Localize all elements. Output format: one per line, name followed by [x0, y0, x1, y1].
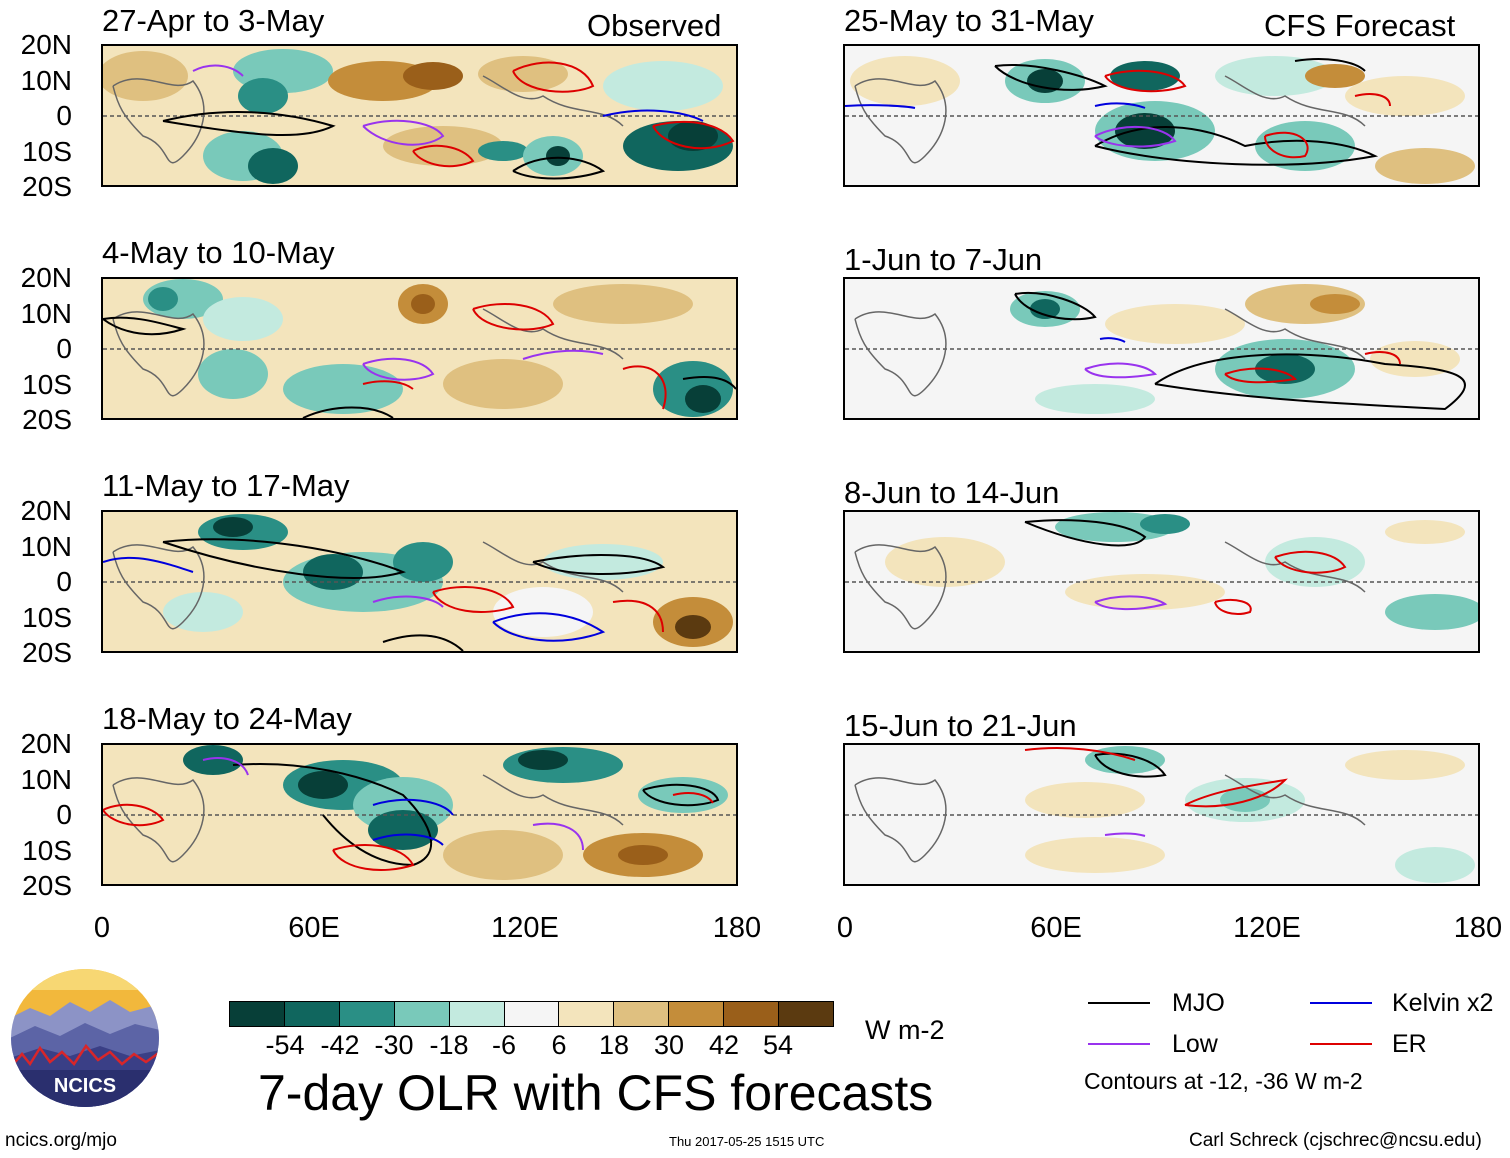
ncics-logo: NCICS — [10, 968, 160, 1108]
legend-mjo-label: MJO — [1172, 989, 1225, 1017]
lat-label: 0 — [56, 566, 72, 597]
colorbar-swatch — [448, 1001, 505, 1027]
lat-label: 10N — [20, 65, 72, 96]
forecast-panel-2-map — [843, 277, 1480, 420]
forecast-panel-3-map — [843, 510, 1480, 653]
ncics-logo-text: NCICS — [54, 1075, 116, 1097]
observed-panel-3-title: 11-May to 17-May — [102, 468, 350, 503]
footer-url: ncics.org/mjo — [5, 1130, 117, 1151]
lat-label: 20S — [22, 171, 72, 202]
colorbar-swatch — [393, 1001, 450, 1027]
lat-label: 10N — [20, 531, 72, 562]
lon-label: 60E — [288, 912, 340, 944]
lon-label: 120E — [491, 912, 559, 944]
lat-label: 20N — [20, 262, 72, 293]
legend-low-line — [1088, 1043, 1150, 1045]
colorbar-swatch — [338, 1001, 395, 1027]
observed-panel-2-title: 4-May to 10-May — [102, 235, 335, 270]
colorbar-label: 54 — [762, 1030, 794, 1060]
colorbar-swatch — [668, 1001, 725, 1027]
forecast-panel-3-title: 8-Jun to 14-Jun — [844, 475, 1060, 510]
lat-label: 10S — [22, 369, 72, 400]
observed-panel-3-map — [101, 510, 738, 653]
colorbar-label: -30 — [374, 1030, 414, 1060]
colorbar-label: -42 — [320, 1030, 360, 1060]
lat-label: 10N — [20, 298, 72, 329]
colorbar-label: 6 — [551, 1030, 567, 1060]
colorbar-label: 18 — [598, 1030, 630, 1060]
legend-contour-note: Contours at -12, -36 W m-2 — [1084, 1068, 1363, 1094]
colorbar-label: 30 — [653, 1030, 685, 1060]
lat-label: 10S — [22, 136, 72, 167]
forecast-panel-1-title: 25-May to 31-May — [844, 3, 1094, 38]
observed-panel-4-map — [101, 743, 738, 886]
colorbar-swatch — [558, 1001, 615, 1027]
lat-label: 10S — [22, 602, 72, 633]
main-title: 7-day OLR with CFS forecasts — [258, 1065, 934, 1121]
legend-mjo-line — [1088, 1002, 1150, 1004]
lon-label: 60E — [1030, 912, 1082, 944]
lon-label: 0 — [93, 912, 111, 944]
observed-panel-1-map — [101, 44, 738, 187]
lat-label: 0 — [56, 100, 72, 131]
forecast-panel-4-map — [843, 743, 1480, 886]
observed-header: Observed — [587, 8, 722, 43]
legend-kelvin-label: Kelvin x2 — [1392, 989, 1494, 1017]
colorbar-swatch — [503, 1001, 560, 1027]
legend-kelvin-line — [1310, 1002, 1372, 1004]
colorbar-swatch — [283, 1001, 340, 1027]
observed-panel-1-title: 27-Apr to 3-May — [102, 3, 325, 38]
lat-label: 20S — [22, 404, 72, 435]
lat-label: 20N — [20, 728, 72, 759]
colorbar-label: -6 — [491, 1030, 517, 1060]
forecast-panel-4-title: 15-Jun to 21-Jun — [844, 708, 1077, 743]
forecast-header: CFS Forecast — [1264, 8, 1456, 43]
footer-credit: Carl Schreck (cjschrec@ncsu.edu) — [1189, 1130, 1482, 1151]
lat-label: 20N — [20, 495, 72, 526]
footer-timestamp: Thu 2017-05-25 1515 UTC — [669, 1134, 825, 1149]
observed-panel-4-title: 18-May to 24-May — [102, 701, 352, 736]
colorbar-swatch — [778, 1001, 834, 1027]
colorbar-swatch — [723, 1001, 780, 1027]
lat-label: 20S — [22, 870, 72, 901]
legend-er-line — [1310, 1043, 1372, 1045]
lat-label: 20N — [20, 29, 72, 60]
forecast-panel-1-map — [843, 44, 1480, 187]
legend-er-label: ER — [1392, 1030, 1427, 1058]
colorbar-label: -18 — [429, 1030, 469, 1060]
colorbar-units: W m-2 — [865, 1015, 945, 1045]
lat-label: 10S — [22, 835, 72, 866]
observed-panel-2-map — [101, 277, 738, 420]
legend-low-label: Low — [1172, 1030, 1218, 1058]
lon-label: 180 — [1453, 912, 1503, 944]
lat-label: 20S — [22, 637, 72, 668]
lat-label: 0 — [56, 799, 72, 830]
colorbar-swatch — [229, 1001, 285, 1027]
colorbar-label: 42 — [708, 1030, 740, 1060]
colorbar-label: -54 — [265, 1030, 305, 1060]
lat-label: 0 — [56, 333, 72, 364]
colorbar-swatch — [613, 1001, 670, 1027]
lat-label: 10N — [20, 764, 72, 795]
lon-label: 120E — [1233, 912, 1301, 944]
lon-label: 180 — [712, 912, 762, 944]
lon-label: 0 — [836, 912, 854, 944]
forecast-panel-2-title: 1-Jun to 7-Jun — [844, 242, 1043, 277]
